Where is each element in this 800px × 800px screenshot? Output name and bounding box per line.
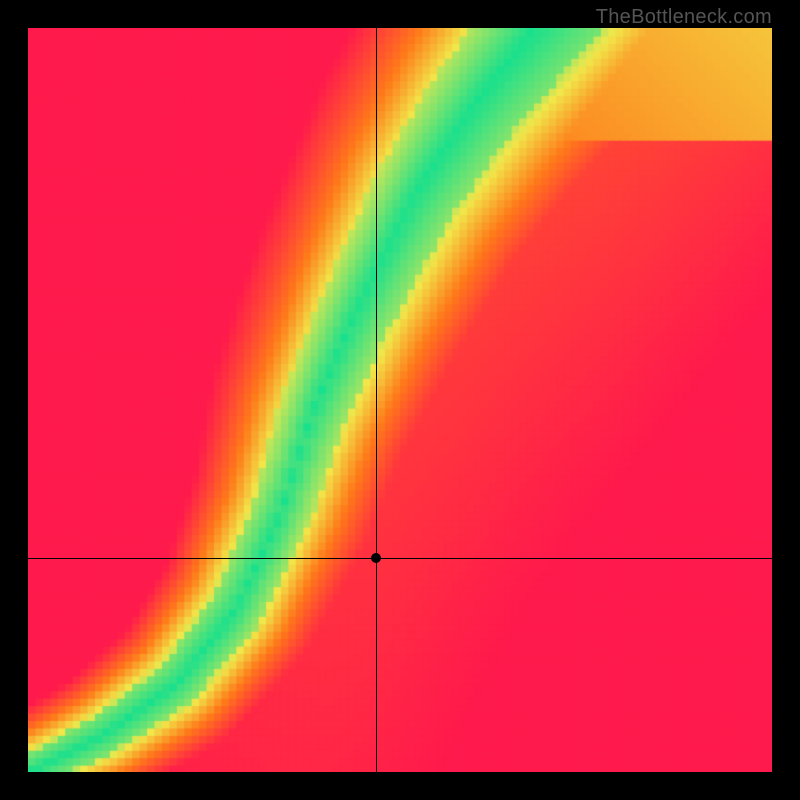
watermark-text: TheBottleneck.com: [596, 6, 772, 29]
heatmap-canvas: [28, 28, 772, 772]
plot-area: [28, 28, 772, 772]
